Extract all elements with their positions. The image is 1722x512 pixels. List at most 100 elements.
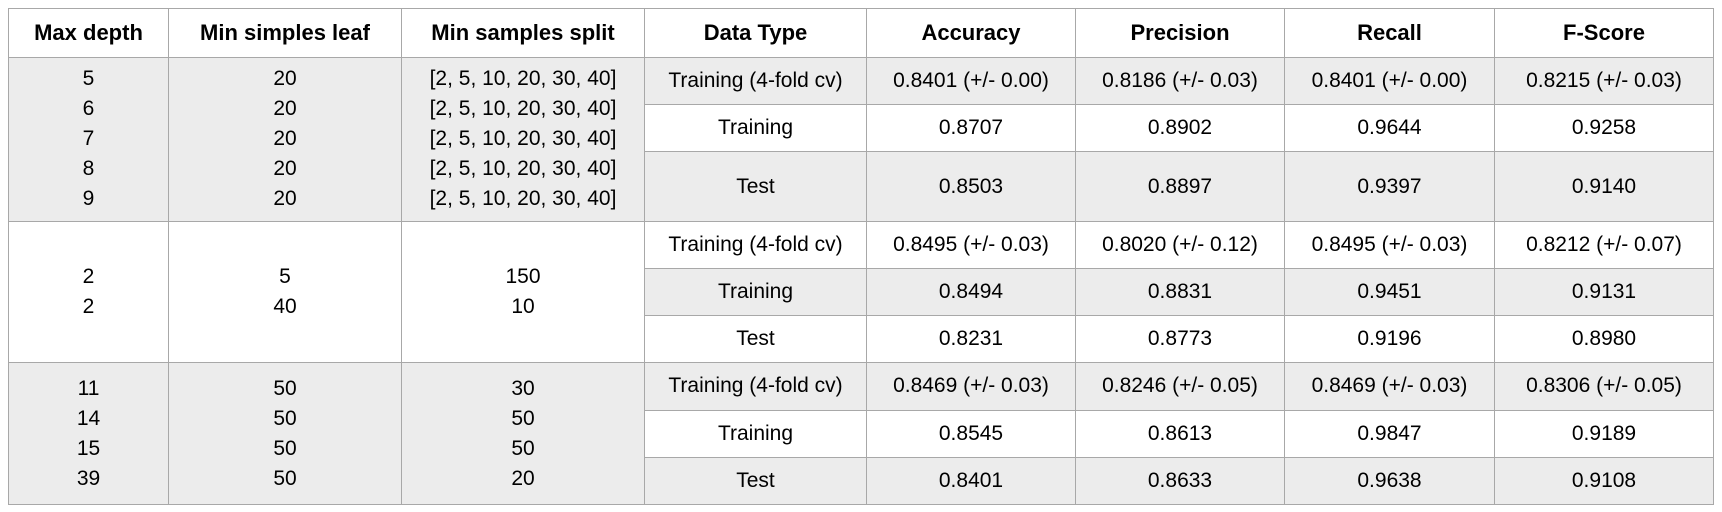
accuracy-cell: 0.8707	[866, 104, 1076, 153]
recall-cell: 0.9847	[1284, 409, 1495, 458]
f-score-cell: 0.8212 (+/- 0.07)	[1494, 220, 1714, 269]
max-depth-cell: 11 14 15 39	[8, 362, 169, 505]
table-row: 11 14 15 39 50 50 50 50 30 50 50 20 Trai…	[8, 362, 1714, 505]
cell-line: 50	[273, 466, 297, 490]
cell-line: 9	[82, 187, 95, 211]
cell-line: [2, 5, 10, 20, 30, 40]	[429, 187, 617, 211]
results-table: Max depth Min simples leaf Min samples s…	[8, 8, 1714, 506]
precision-cell: 0.8897	[1075, 151, 1285, 222]
header-min-split: Min samples split	[401, 8, 645, 58]
header-f-score: F-Score	[1494, 8, 1714, 58]
cell-line: 50	[273, 406, 297, 430]
accuracy-cell: 0.8469 (+/- 0.03)	[866, 362, 1076, 411]
table-row: Training 0.8494 0.8831 0.9451 0.9131	[9, 267, 1714, 317]
cell-line: 20	[511, 466, 535, 490]
max-depth-cell: 2 2	[8, 220, 169, 364]
recall-cell: 0.9644	[1284, 104, 1495, 153]
header-data-type: Data Type	[644, 8, 867, 58]
header-max-depth: Max depth	[8, 8, 169, 58]
cell-line: 6	[82, 97, 95, 121]
accuracy-cell: 0.8401	[866, 456, 1076, 506]
cell-line: 20	[273, 67, 297, 91]
header-row: Max depth Min simples leaf Min samples s…	[8, 8, 1714, 58]
f-score-cell: 0.9131	[1494, 267, 1714, 317]
cell-line: 7	[82, 127, 95, 151]
accuracy-cell: 0.8503	[866, 151, 1076, 222]
recall-cell: 0.9397	[1284, 151, 1495, 222]
min-split-cell: 30 50 50 20	[401, 362, 645, 505]
cell-line: 15	[76, 436, 101, 460]
recall-cell: 0.9638	[1284, 456, 1495, 506]
f-score-cell: 0.9258	[1494, 104, 1714, 153]
cell-line: 150	[505, 265, 541, 288]
f-score-cell: 0.8306 (+/- 0.05)	[1494, 362, 1714, 411]
precision-cell: 0.8633	[1075, 456, 1285, 506]
cell-line: 50	[273, 436, 297, 460]
data-type-cell: Training (4-fold cv)	[644, 362, 867, 411]
f-score-cell: 0.8215 (+/- 0.03)	[1494, 56, 1714, 106]
accuracy-cell: 0.8494	[866, 267, 1076, 317]
cell-line: 20	[273, 187, 297, 211]
cell-line: 5	[82, 67, 95, 91]
cell-line: 14	[76, 406, 101, 430]
recall-cell: 0.8401 (+/- 0.00)	[1284, 56, 1495, 106]
cell-line: 40	[273, 295, 297, 318]
cell-line: 20	[273, 97, 297, 121]
cell-line: 20	[273, 157, 297, 181]
cell-line: 10	[511, 295, 535, 318]
accuracy-cell: 0.8545	[866, 409, 1076, 458]
min-split-cell: [2, 5, 10, 20, 30, 40] [2, 5, 10, 20, 30…	[401, 57, 645, 222]
data-type-cell: Training	[644, 409, 867, 458]
cell-line: 20	[273, 127, 297, 151]
precision-cell: 0.8773	[1075, 315, 1285, 364]
precision-cell: 0.8020 (+/- 0.12)	[1075, 220, 1285, 269]
precision-cell: 0.8613	[1075, 409, 1285, 458]
data-type-cell: Training	[644, 104, 867, 153]
cell-line: 11	[77, 376, 100, 400]
cell-line: 5	[279, 265, 291, 288]
accuracy-cell: 0.8231	[866, 315, 1076, 364]
table-row: Test 0.8231 0.8773 0.9196 0.8980	[9, 315, 1714, 364]
f-score-cell: 0.9140	[1494, 151, 1714, 222]
recall-cell: 0.9196	[1284, 315, 1495, 364]
data-type-cell: Test	[644, 151, 867, 222]
cell-line: 2	[82, 265, 95, 288]
f-score-cell: 0.8980	[1494, 315, 1714, 364]
f-score-cell: 0.9108	[1494, 456, 1714, 506]
cell-line: [2, 5, 10, 20, 30, 40]	[429, 97, 617, 121]
min-split-cell: 150 10	[401, 220, 645, 364]
precision-cell: 0.8902	[1075, 104, 1285, 153]
header-precision: Precision	[1075, 8, 1285, 58]
table-row: Training 0.8545 0.8613 0.9847 0.9189	[9, 409, 1714, 458]
table-row: 5 6 7 8 9 20 20 20 20 20 [2, 5, 10, 20, …	[8, 56, 1714, 222]
table-row: Test 0.8401 0.8633 0.9638 0.9108	[9, 456, 1714, 506]
min-leaf-cell: 20 20 20 20 20	[168, 57, 402, 222]
cell-line: 50	[273, 376, 297, 400]
cell-line: 2	[82, 295, 95, 318]
max-depth-cell: 5 6 7 8 9	[8, 57, 169, 222]
recall-cell: 0.8495 (+/- 0.03)	[1284, 220, 1495, 269]
accuracy-cell: 0.8495 (+/- 0.03)	[866, 220, 1076, 269]
min-leaf-cell: 50 50 50 50	[168, 362, 402, 505]
precision-cell: 0.8186 (+/- 0.03)	[1075, 56, 1285, 106]
cell-line: 30	[511, 376, 535, 400]
f-score-cell: 0.9189	[1494, 409, 1714, 458]
header-min-leaf: Min simples leaf	[168, 8, 402, 58]
accuracy-cell: 0.8401 (+/- 0.00)	[866, 56, 1076, 106]
table-row: Test 0.8503 0.8897 0.9397 0.9140	[9, 151, 1714, 222]
cell-line: [2, 5, 10, 20, 30, 40]	[429, 127, 617, 151]
data-type-cell: Test	[644, 315, 867, 364]
cell-line: 8	[82, 157, 95, 181]
recall-cell: 0.9451	[1284, 267, 1495, 317]
min-leaf-cell: 5 40	[168, 220, 402, 364]
cell-line: 50	[511, 436, 535, 460]
table-row: Training 0.8707 0.8902 0.9644 0.9258	[9, 104, 1714, 153]
data-type-cell: Training (4-fold cv)	[644, 220, 867, 269]
data-type-cell: Training	[644, 267, 867, 317]
header-recall: Recall	[1284, 8, 1495, 58]
recall-cell: 0.8469 (+/- 0.03)	[1284, 362, 1495, 411]
cell-line: [2, 5, 10, 20, 30, 40]	[429, 157, 617, 181]
cell-line: 39	[76, 466, 101, 490]
data-type-cell: Training (4-fold cv)	[644, 56, 867, 106]
table-row: 2 2 5 40 150 10 Training (4-fold cv) 0.8…	[8, 220, 1714, 364]
